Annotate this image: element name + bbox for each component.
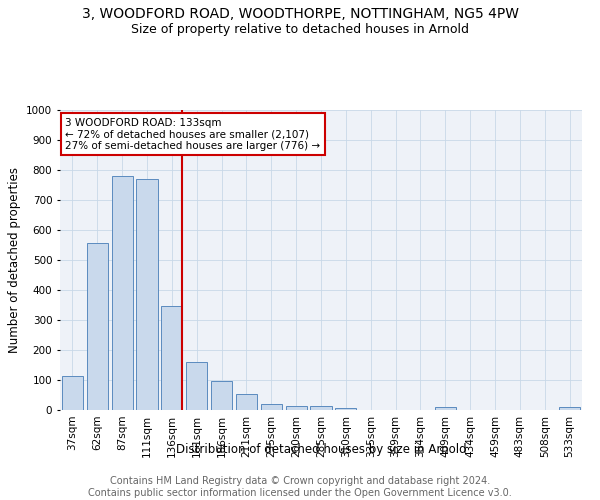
- Bar: [261, 404, 282, 410]
- Bar: [559, 408, 580, 410]
- Bar: [186, 362, 207, 410]
- Bar: [161, 306, 182, 410]
- Bar: [236, 394, 257, 410]
- Text: Contains HM Land Registry data © Crown copyright and database right 2024.
Contai: Contains HM Land Registry data © Crown c…: [88, 476, 512, 498]
- Bar: [87, 243, 108, 410]
- Text: 3, WOODFORD ROAD, WOODTHORPE, NOTTINGHAM, NG5 4PW: 3, WOODFORD ROAD, WOODTHORPE, NOTTINGHAM…: [82, 8, 518, 22]
- Bar: [211, 380, 232, 410]
- Bar: [112, 176, 133, 410]
- Text: Distribution of detached houses by size in Arnold: Distribution of detached houses by size …: [176, 442, 466, 456]
- Bar: [435, 408, 456, 410]
- Bar: [310, 406, 332, 410]
- Y-axis label: Number of detached properties: Number of detached properties: [8, 167, 20, 353]
- Text: Size of property relative to detached houses in Arnold: Size of property relative to detached ho…: [131, 22, 469, 36]
- Bar: [335, 408, 356, 410]
- Bar: [136, 179, 158, 410]
- Text: 3 WOODFORD ROAD: 133sqm
← 72% of detached houses are smaller (2,107)
27% of semi: 3 WOODFORD ROAD: 133sqm ← 72% of detache…: [65, 118, 320, 150]
- Bar: [286, 406, 307, 410]
- Bar: [62, 376, 83, 410]
